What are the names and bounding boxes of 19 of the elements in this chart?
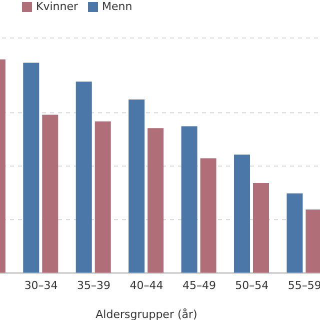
bar	[76, 82, 92, 273]
bar	[181, 126, 198, 273]
x-tick-label: 30–34	[24, 278, 58, 292]
bar	[128, 100, 145, 273]
bar	[148, 128, 164, 273]
x-tick-label: 45–49	[182, 278, 216, 292]
bar	[42, 114, 58, 273]
x-tick-label: 50–54	[235, 278, 269, 292]
legend-label: Menn	[102, 0, 132, 13]
legend-label: Kvinner	[36, 0, 78, 13]
bar	[200, 158, 216, 273]
bar	[253, 183, 270, 273]
x-tick-label: 40–44	[130, 278, 164, 292]
bar	[286, 193, 303, 273]
x-tick-label: 35–39	[77, 278, 111, 292]
bar	[234, 154, 250, 273]
bar	[94, 121, 111, 273]
bar	[23, 62, 40, 273]
x-axis-title: Aldersgrupper (år)	[96, 308, 198, 320]
